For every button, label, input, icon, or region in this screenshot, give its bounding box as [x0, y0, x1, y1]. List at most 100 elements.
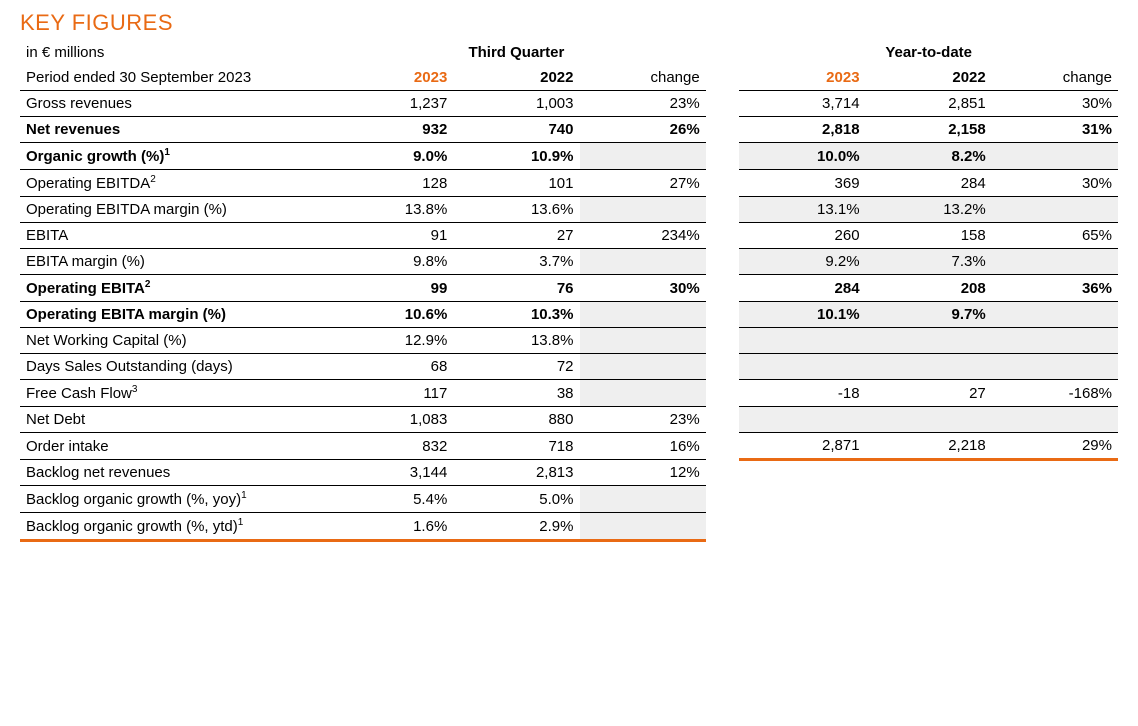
cell-q-b: 27: [453, 223, 579, 249]
cell-y-a: [739, 407, 865, 433]
key-figures-table: in € millions Third Quarter Year-to-date…: [20, 40, 1118, 542]
cell-q-c: [580, 302, 706, 328]
section-header-ytd: Year-to-date: [739, 40, 1118, 65]
cell-y-a: 260: [739, 223, 865, 249]
cell-q-c: [580, 513, 706, 541]
row-label: Net revenues: [20, 117, 327, 143]
cell-q-b: 10.9%: [453, 143, 579, 170]
cell-q-b: 10.3%: [453, 302, 579, 328]
cell-y-c: [992, 249, 1118, 275]
cell-y-b: [866, 486, 992, 513]
cell-y-b: 8.2%: [866, 143, 992, 170]
cell-q-b: 880: [453, 407, 579, 433]
cell-y-b: 284: [866, 170, 992, 197]
table-row: Net revenues93274026% 2,8182,15831%: [20, 117, 1118, 143]
col-y-change: change: [992, 65, 1118, 91]
cell-q-c: 16%: [580, 433, 706, 460]
row-label: EBITA margin (%): [20, 249, 327, 275]
cell-q-b: 1,003: [453, 91, 579, 117]
cell-q-c: 12%: [580, 460, 706, 486]
cell-y-c: 36%: [992, 275, 1118, 302]
cell-y-a: 3,714: [739, 91, 865, 117]
cell-q-a: 91: [327, 223, 453, 249]
cell-q-b: 13.6%: [453, 197, 579, 223]
cell-y-c: [992, 513, 1118, 541]
cell-q-b: 740: [453, 117, 579, 143]
cell-y-a: 9.2%: [739, 249, 865, 275]
cell-y-c: 30%: [992, 170, 1118, 197]
cell-y-b: 7.3%: [866, 249, 992, 275]
cell-q-a: 932: [327, 117, 453, 143]
cell-q-b: 101: [453, 170, 579, 197]
row-label: Operating EBITDA2: [20, 170, 327, 197]
cell-y-c: [992, 302, 1118, 328]
cell-q-a: 832: [327, 433, 453, 460]
subtitle: in € millions: [20, 40, 327, 65]
cell-y-a: 2,871: [739, 433, 865, 460]
cell-q-a: 117: [327, 380, 453, 407]
cell-y-c: -168%: [992, 380, 1118, 407]
table-row: Gross revenues1,2371,00323% 3,7142,85130%: [20, 91, 1118, 117]
cell-y-a: [739, 328, 865, 354]
cell-y-c: [992, 486, 1118, 513]
row-label: Backlog net revenues: [20, 460, 327, 486]
cell-q-a: 128: [327, 170, 453, 197]
col-q-2022: 2022: [453, 65, 579, 91]
table-row: Backlog organic growth (%, ytd)11.6%2.9%: [20, 513, 1118, 541]
cell-q-a: 12.9%: [327, 328, 453, 354]
cell-y-a: -18: [739, 380, 865, 407]
cell-y-a: [739, 486, 865, 513]
cell-q-c: 26%: [580, 117, 706, 143]
cell-q-b: 13.8%: [453, 328, 579, 354]
cell-y-a: [739, 513, 865, 541]
table-row: Operating EBITA2997630%28420836%: [20, 275, 1118, 302]
cell-q-c: 23%: [580, 91, 706, 117]
cell-y-c: 29%: [992, 433, 1118, 460]
cell-q-a: 99: [327, 275, 453, 302]
cell-q-c: [580, 486, 706, 513]
table-row: Backlog net revenues3,1442,81312%: [20, 460, 1118, 486]
cell-y-a: [739, 460, 865, 486]
cell-q-b: 76: [453, 275, 579, 302]
cell-y-b: 13.2%: [866, 197, 992, 223]
cell-y-c: [992, 460, 1118, 486]
cell-y-c: [992, 143, 1118, 170]
cell-y-a: 2,818: [739, 117, 865, 143]
row-label: Free Cash Flow3: [20, 380, 327, 407]
table-row: EBITA margin (%)9.8%3.7% 9.2%7.3%: [20, 249, 1118, 275]
table-row: Net Debt1,08388023%: [20, 407, 1118, 433]
row-label: Backlog organic growth (%, ytd)1: [20, 513, 327, 541]
cell-q-c: [580, 328, 706, 354]
cell-q-c: [580, 143, 706, 170]
cell-y-b: 158: [866, 223, 992, 249]
cell-y-b: [866, 513, 992, 541]
cell-y-a: 369: [739, 170, 865, 197]
row-label: Gross revenues: [20, 91, 327, 117]
page-title: KEY FIGURES: [20, 10, 1118, 36]
table-row: EBITA9127234%26015865%: [20, 223, 1118, 249]
cell-y-c: 30%: [992, 91, 1118, 117]
cell-y-a: 10.0%: [739, 143, 865, 170]
cell-y-b: 2,158: [866, 117, 992, 143]
cell-q-a: 68: [327, 354, 453, 380]
cell-q-b: 3.7%: [453, 249, 579, 275]
cell-q-a: 9.8%: [327, 249, 453, 275]
cell-q-b: 5.0%: [453, 486, 579, 513]
cell-y-c: 31%: [992, 117, 1118, 143]
cell-y-b: 2,851: [866, 91, 992, 117]
table-row: Free Cash Flow311738 -1827-168%: [20, 380, 1118, 407]
row-label: Net Debt: [20, 407, 327, 433]
cell-y-a: 10.1%: [739, 302, 865, 328]
cell-y-b: 2,218: [866, 433, 992, 460]
cell-q-b: 38: [453, 380, 579, 407]
table-row: Organic growth (%)19.0%10.9%10.0%8.2%: [20, 143, 1118, 170]
cell-q-c: [580, 197, 706, 223]
cell-y-b: 27: [866, 380, 992, 407]
cell-q-c: 234%: [580, 223, 706, 249]
cell-q-a: 1,237: [327, 91, 453, 117]
cell-y-a: 284: [739, 275, 865, 302]
cell-y-c: [992, 197, 1118, 223]
cell-y-b: 208: [866, 275, 992, 302]
row-label: Operating EBITDA margin (%): [20, 197, 327, 223]
cell-q-c: [580, 354, 706, 380]
